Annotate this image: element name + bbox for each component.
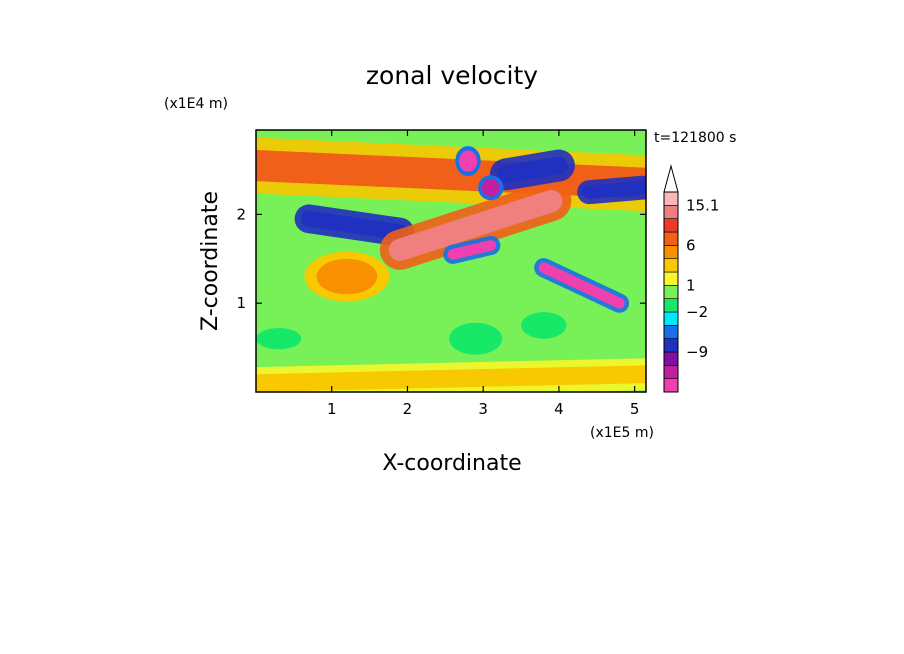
colorbar-extend-arrow — [663, 164, 679, 193]
colorbar-tick-label: 6 — [686, 236, 696, 254]
colorbar-swatch — [663, 205, 679, 219]
colorbar-swatch — [663, 231, 679, 246]
contour-band — [256, 365, 646, 392]
contour-blob — [481, 178, 500, 197]
contour-blob — [316, 258, 378, 295]
contour-band — [582, 181, 646, 199]
y-tick-label: 1 — [236, 294, 246, 312]
colorbar-swatch — [663, 218, 679, 233]
colorbar-tick-label: 1 — [686, 276, 696, 294]
contour-band — [301, 210, 408, 241]
time-label: t=121800 s — [654, 130, 736, 146]
colorbar-swatch — [663, 338, 679, 353]
contour-blob — [449, 322, 503, 355]
contour-blob — [521, 312, 567, 339]
velocity-field — [256, 137, 646, 392]
colorbar-swatch — [663, 298, 679, 313]
colorbar-tick-label: −9 — [686, 343, 708, 361]
y-axis-label: Z-coordinate — [198, 191, 223, 331]
contour-band — [538, 262, 625, 309]
x-tick-label: 4 — [554, 400, 564, 418]
contour-band — [256, 149, 646, 199]
contour-band — [447, 240, 497, 260]
field-contours — [256, 137, 646, 392]
colorbar-swatch — [663, 245, 679, 259]
y-tick-label: 2 — [236, 205, 246, 223]
colorbar-swatch — [663, 351, 679, 366]
colorbar-swatch — [663, 285, 679, 299]
x-tick-label: 3 — [478, 400, 488, 418]
colorbar-swatch — [663, 271, 679, 286]
colorbar-swatch — [663, 378, 679, 393]
x-axis: 1 2 3 4 5 — [327, 130, 639, 418]
colorbar-swatch — [663, 191, 679, 206]
contour-band — [497, 156, 568, 184]
colorbar-tick-label: 15.1 — [686, 196, 719, 214]
contour-blob — [256, 328, 302, 350]
contour-blob — [458, 150, 478, 172]
y-axis: 12 — [236, 205, 646, 312]
x-unit-label: (x1E5 m) — [590, 425, 654, 441]
x-tick-label: 5 — [630, 400, 640, 418]
z-unit-label: (x1E4 m) — [164, 96, 228, 112]
plot-frame — [255, 129, 647, 393]
colorbar-swatch — [663, 365, 679, 379]
colorbar-frame — [663, 191, 679, 393]
x-axis-label: X-coordinate — [382, 451, 521, 476]
colorbar: 15.1 6 1 −2 −9 — [663, 164, 719, 393]
plot-area — [255, 129, 647, 393]
colorbar-swatch — [663, 258, 679, 273]
x-tick-label: 1 — [327, 400, 337, 418]
colorbar-swatch — [663, 311, 679, 326]
colorbar-swatch — [663, 325, 679, 339]
contour-band — [388, 189, 563, 262]
colorbar-tick-label: −2 — [686, 303, 708, 321]
chart-title: zonal velocity — [366, 61, 538, 90]
x-tick-label: 2 — [403, 400, 413, 418]
